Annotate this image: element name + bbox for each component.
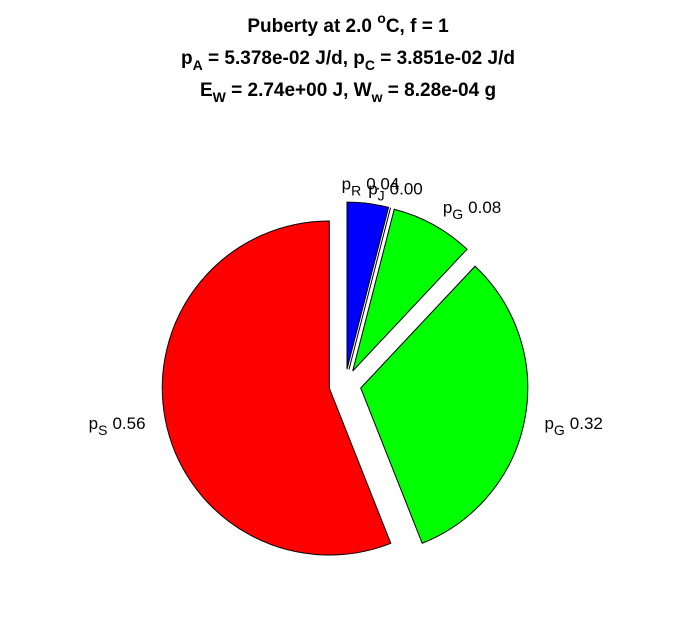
label-name: p [368,179,377,198]
slice-label: pG 0.08 [443,198,501,222]
label-name: p [89,414,98,433]
label-value: 0.08 [468,198,501,217]
title-part: W [213,89,227,105]
title-part: p [181,48,193,69]
pie-slice [346,201,390,370]
pie-slice [352,208,468,372]
chart-title: Puberty at 2.0 oC, f = 1 [247,10,449,37]
title-part: = 2.74e+00 J, W [226,80,372,101]
title-part: w [371,89,383,105]
label-sub: S [98,422,107,438]
slice-label: pS 0.56 [89,414,146,438]
title-part: A [193,57,203,73]
title-part: Puberty at 2.0 [247,16,377,37]
title-part: o [377,10,386,26]
label-sub: J [378,187,385,203]
title-part: C, f = 1 [386,16,449,37]
slice-label: pG 0.32 [544,414,602,438]
label-sub: G [554,422,565,438]
title-part: E [200,80,213,101]
pie-slice [161,220,392,556]
chart-title: pA = 5.378e-02 J/d, pC = 3.851e-02 J/d [181,48,515,73]
title-part: C [365,57,375,73]
title-part: = 5.378e-02 J/d, p [203,48,365,69]
label-sub: R [351,183,361,199]
label-name: p [443,198,452,217]
label-value: 0.32 [570,414,603,433]
title-part: = 8.28e-04 g [383,80,497,101]
label-name: p [342,175,351,194]
pie-slice [360,265,529,544]
slice-label: pR 0.04 [342,175,400,199]
label-value: 0.00 [390,179,423,198]
label-value: 0.04 [366,175,399,194]
slice-label: pJ 0.00 [368,179,423,203]
label-sub: G [452,206,463,222]
title-part: = 3.851e-02 J/d [375,48,515,69]
chart-title: EW = 2.74e+00 J, Ww = 8.28e-04 g [200,80,496,105]
label-value: 0.56 [112,414,145,433]
label-name: p [544,414,553,433]
